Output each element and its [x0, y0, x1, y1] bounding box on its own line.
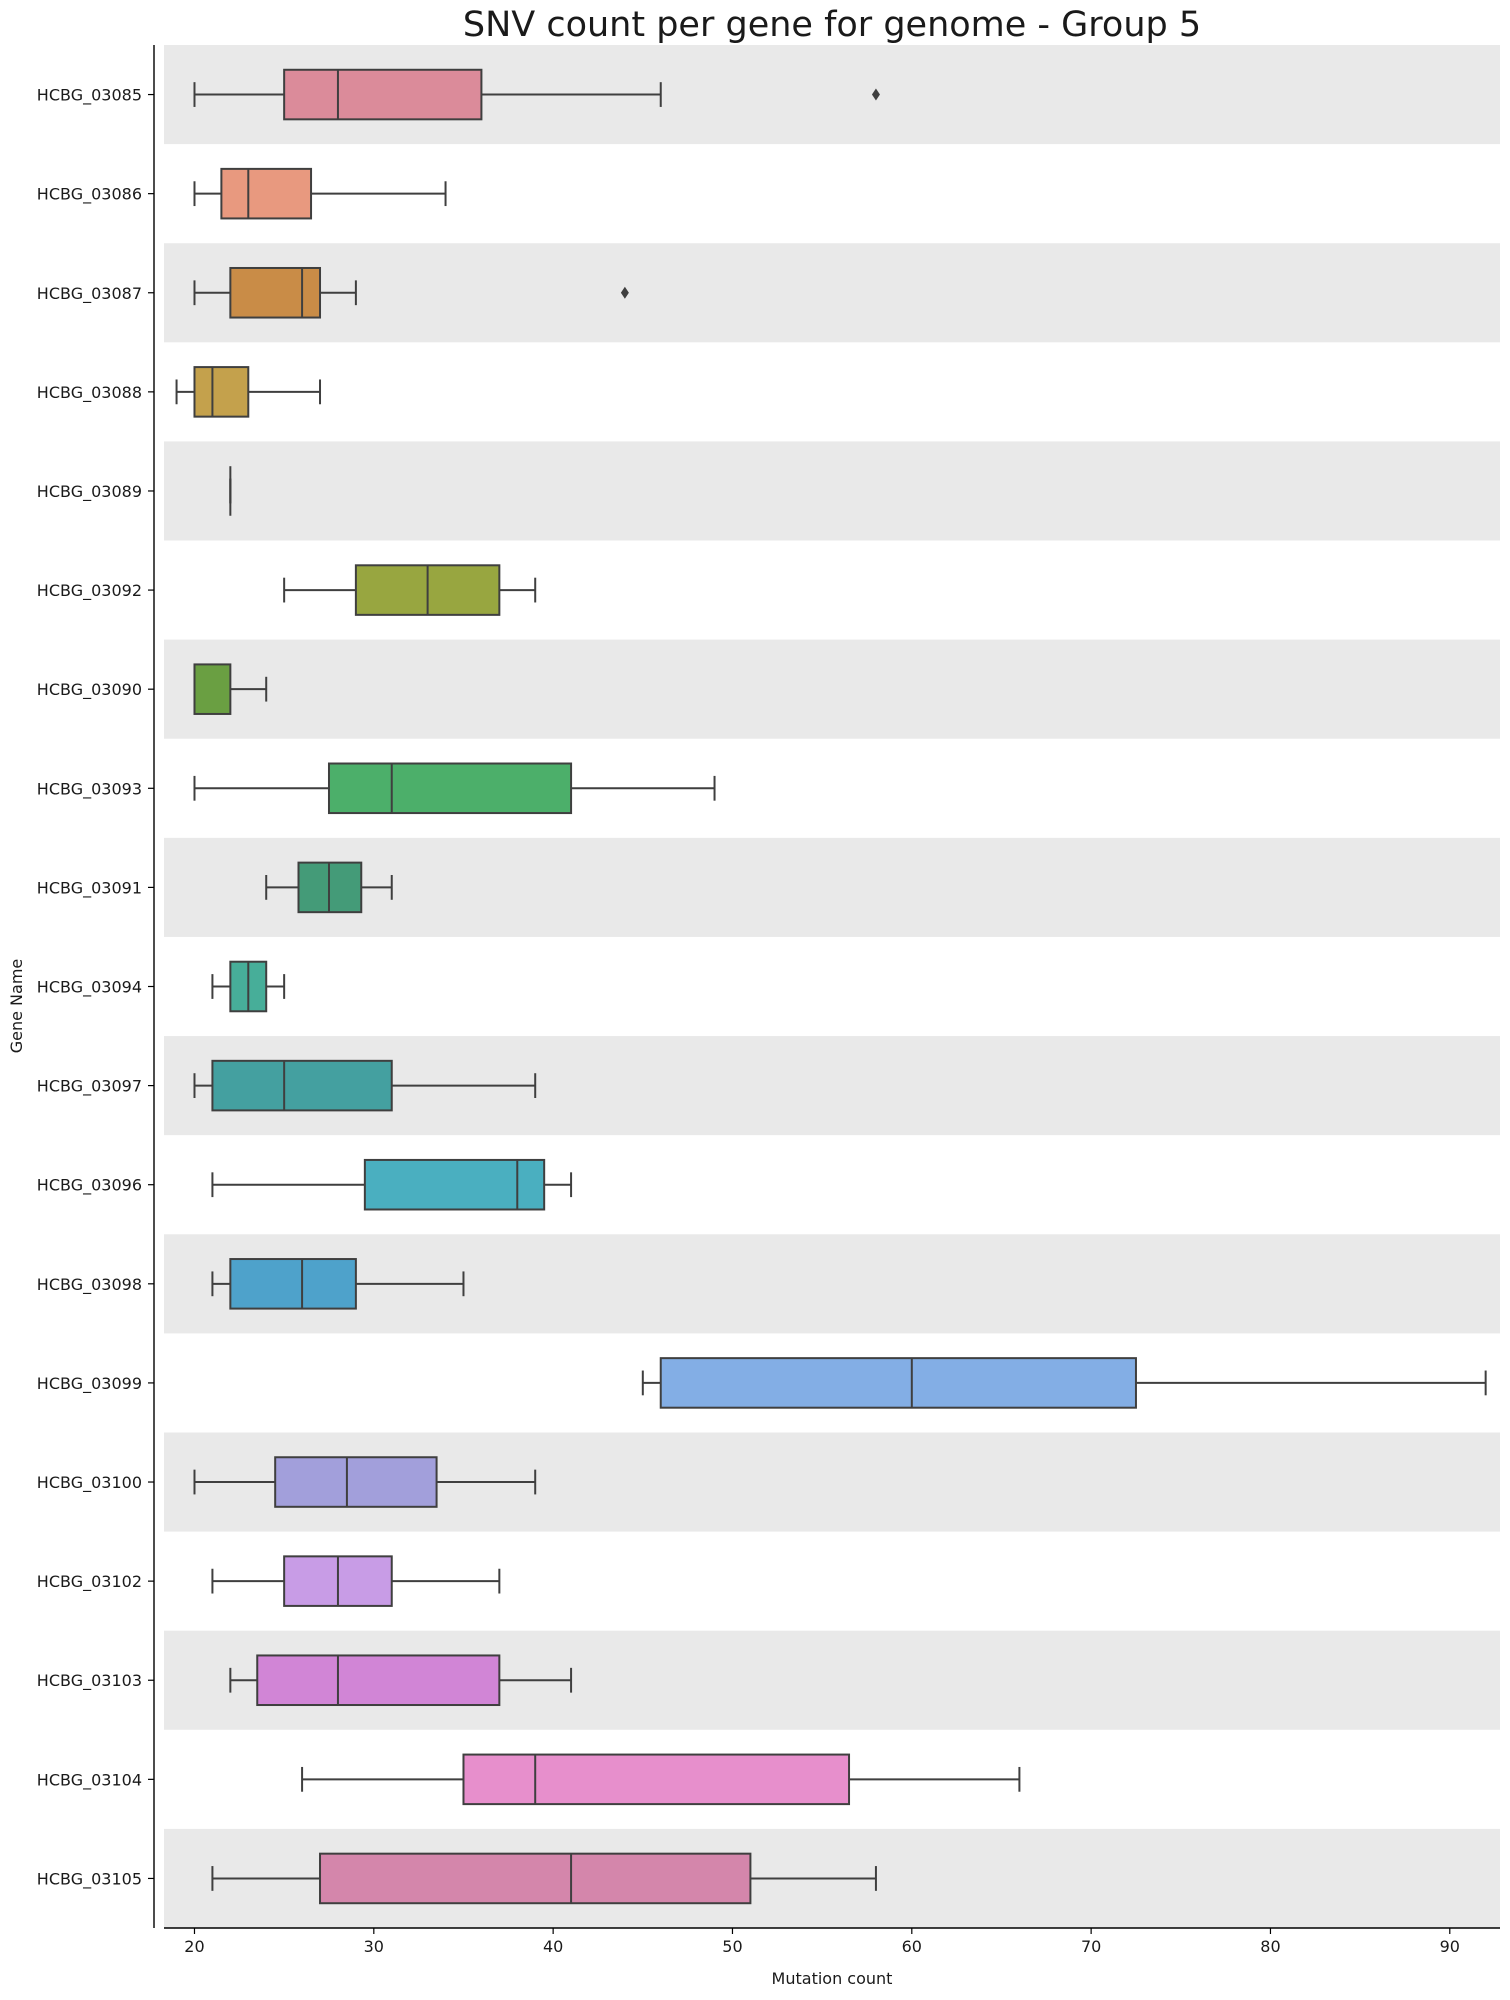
- box-group: [211, 1158, 573, 1211]
- x-tick-label: 20: [184, 1937, 204, 1956]
- box-group: [211, 1555, 501, 1607]
- x-axis-label: Mutation count: [772, 1969, 893, 1988]
- box-group: [193, 1456, 537, 1508]
- box-group: [193, 266, 629, 319]
- boxes: [175, 68, 1487, 1905]
- box-iqr: [363, 1158, 546, 1211]
- outlier-point: [871, 88, 880, 101]
- x-tick-label: 80: [1260, 1937, 1280, 1956]
- y-tick-label: HCBG_03097: [37, 1077, 142, 1097]
- row-band: [164, 243, 1500, 343]
- box-group: [193, 762, 716, 815]
- box-iqr: [319, 1852, 752, 1905]
- y-tick-label: HCBG_03086: [37, 185, 142, 205]
- y-tick-label: HCBG_03094: [37, 978, 142, 998]
- box-group: [211, 1258, 465, 1310]
- axes: 20 30 40 50 60 70 80 90 HCBG_03085 HCBG_03086 HCBG…: [37, 45, 1500, 1956]
- box-group: [283, 564, 537, 616]
- y-tick-label: HCBG_03088: [37, 383, 142, 403]
- box-group: [211, 960, 286, 1013]
- box-group: [193, 167, 447, 220]
- x-tick-label: 70: [1081, 1937, 1101, 1956]
- y-axis-label: Gene Name: [7, 959, 26, 1054]
- box-iqr: [283, 68, 483, 121]
- box-iqr: [193, 366, 250, 418]
- y-tick-label: HCBG_03102: [37, 1572, 142, 1592]
- box-iqr: [327, 762, 573, 815]
- y-tick-label: HCBG_03103: [37, 1671, 142, 1691]
- row-band: [164, 639, 1500, 739]
- box-iqr: [462, 1753, 851, 1806]
- box-group: [211, 1852, 877, 1905]
- y-tick-label: HCBG_03096: [37, 1176, 142, 1196]
- box-group: [301, 1753, 1021, 1806]
- box-group: [193, 68, 880, 121]
- outlier-point: [620, 286, 629, 299]
- x-tick-label: 90: [1440, 1937, 1460, 1956]
- box-group: [641, 1357, 1487, 1409]
- box-group: [175, 366, 322, 418]
- box-iqr: [229, 266, 322, 319]
- y-tick-label: HCBG_03104: [37, 1770, 142, 1790]
- y-tick-label: HCBG_03091: [37, 878, 142, 898]
- y-tick-label: HCBG_03087: [37, 284, 142, 304]
- box-group: [265, 861, 393, 914]
- box-iqr: [220, 167, 313, 220]
- y-tick-label: HCBG_03100: [37, 1473, 142, 1493]
- y-tick-label: HCBG_03093: [37, 779, 142, 799]
- row-band: [164, 441, 1500, 541]
- box-group: [229, 1654, 573, 1707]
- y-tick-label: HCBG_03092: [37, 581, 142, 601]
- box-group: [193, 1059, 537, 1112]
- y-tick-label: HCBG_03105: [37, 1869, 142, 1889]
- box-iqr: [274, 1456, 438, 1508]
- y-tick-label: HCBG_03085: [37, 86, 142, 106]
- y-tick-label: HCBG_03090: [37, 680, 142, 700]
- box-iqr: [659, 1357, 1137, 1409]
- row-bands: [164, 45, 1500, 1928]
- box-iqr: [256, 1654, 501, 1707]
- y-tick-label: HCBG_03099: [37, 1374, 142, 1394]
- x-tick-label: 40: [543, 1937, 563, 1956]
- y-tick-label: HCBG_03089: [37, 482, 142, 502]
- box-iqr: [211, 1059, 393, 1112]
- chart-title: SNV count per gene for genome - Group 5: [463, 5, 1201, 45]
- y-tick-label: HCBG_03098: [37, 1275, 142, 1295]
- box-iqr: [229, 1258, 357, 1310]
- x-tick-label: 50: [722, 1937, 742, 1956]
- x-tick-label: 60: [902, 1937, 922, 1956]
- x-tick-label: 30: [364, 1937, 384, 1956]
- box-iqr: [193, 663, 232, 715]
- box-group: [193, 663, 268, 715]
